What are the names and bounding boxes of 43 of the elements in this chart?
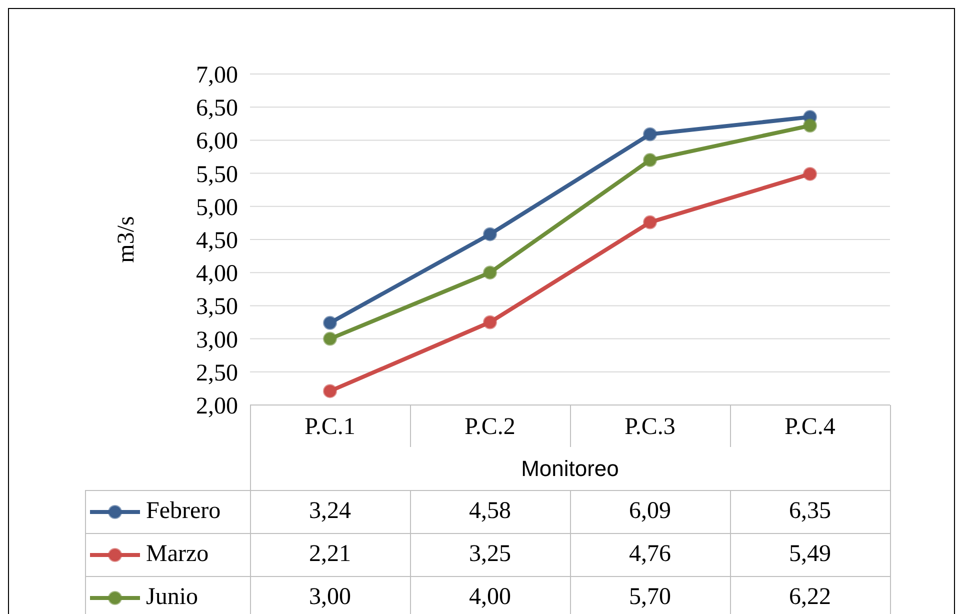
point	[803, 166, 817, 181]
point	[643, 127, 657, 142]
y-tick-label: 7,00	[196, 62, 238, 89]
data-label: 3,25	[468, 540, 512, 569]
x-tick-label: P.C.3	[624, 414, 676, 440]
data-label: 3,00	[308, 583, 352, 612]
y-tick-label: 5,50	[196, 162, 238, 188]
legend-label: Marzo	[146, 541, 209, 568]
point	[323, 332, 337, 346]
data-label: 2,21	[308, 540, 352, 569]
x-axis-title: Monitoreo	[520, 454, 620, 482]
data-label: 6,35	[788, 497, 832, 526]
y-tick-label: 3,00	[196, 327, 238, 354]
y-tick-label: 6,50	[196, 96, 238, 122]
point	[803, 118, 817, 133]
y-axis-title: m3/s	[114, 216, 140, 263]
data-label: 6,22	[788, 583, 832, 612]
y-tick-label: 4,00	[196, 261, 238, 288]
data-label: 4,00	[468, 583, 512, 612]
y-tick-label: 3,50	[196, 294, 238, 320]
point	[643, 153, 657, 168]
point	[323, 316, 337, 330]
x-tick-label: P.C.2	[464, 414, 516, 440]
x-tick-label: P.C.4	[784, 414, 836, 440]
point	[323, 384, 337, 398]
data-label: 5,49	[788, 540, 832, 569]
point	[643, 215, 657, 230]
point	[483, 266, 497, 280]
point	[483, 227, 497, 242]
point	[483, 315, 497, 330]
data-label: 6,09	[628, 497, 672, 526]
y-tick-label: 4,50	[196, 228, 238, 254]
x-tick-label: P.C.1	[304, 414, 356, 440]
y-tick-label: 2,50	[196, 360, 238, 386]
data-label: 4,76	[628, 540, 672, 569]
y-tick-label: 2,00	[196, 394, 238, 420]
data-label: 5,70	[628, 583, 672, 612]
y-tick-label: 6,00	[196, 128, 238, 155]
data-label: 3,24	[308, 497, 352, 526]
legend-label: Junio	[146, 584, 198, 611]
legend-label: Febrero	[146, 498, 221, 525]
data-label: 4,58	[468, 497, 512, 526]
y-tick-label: 5,00	[196, 194, 238, 221]
